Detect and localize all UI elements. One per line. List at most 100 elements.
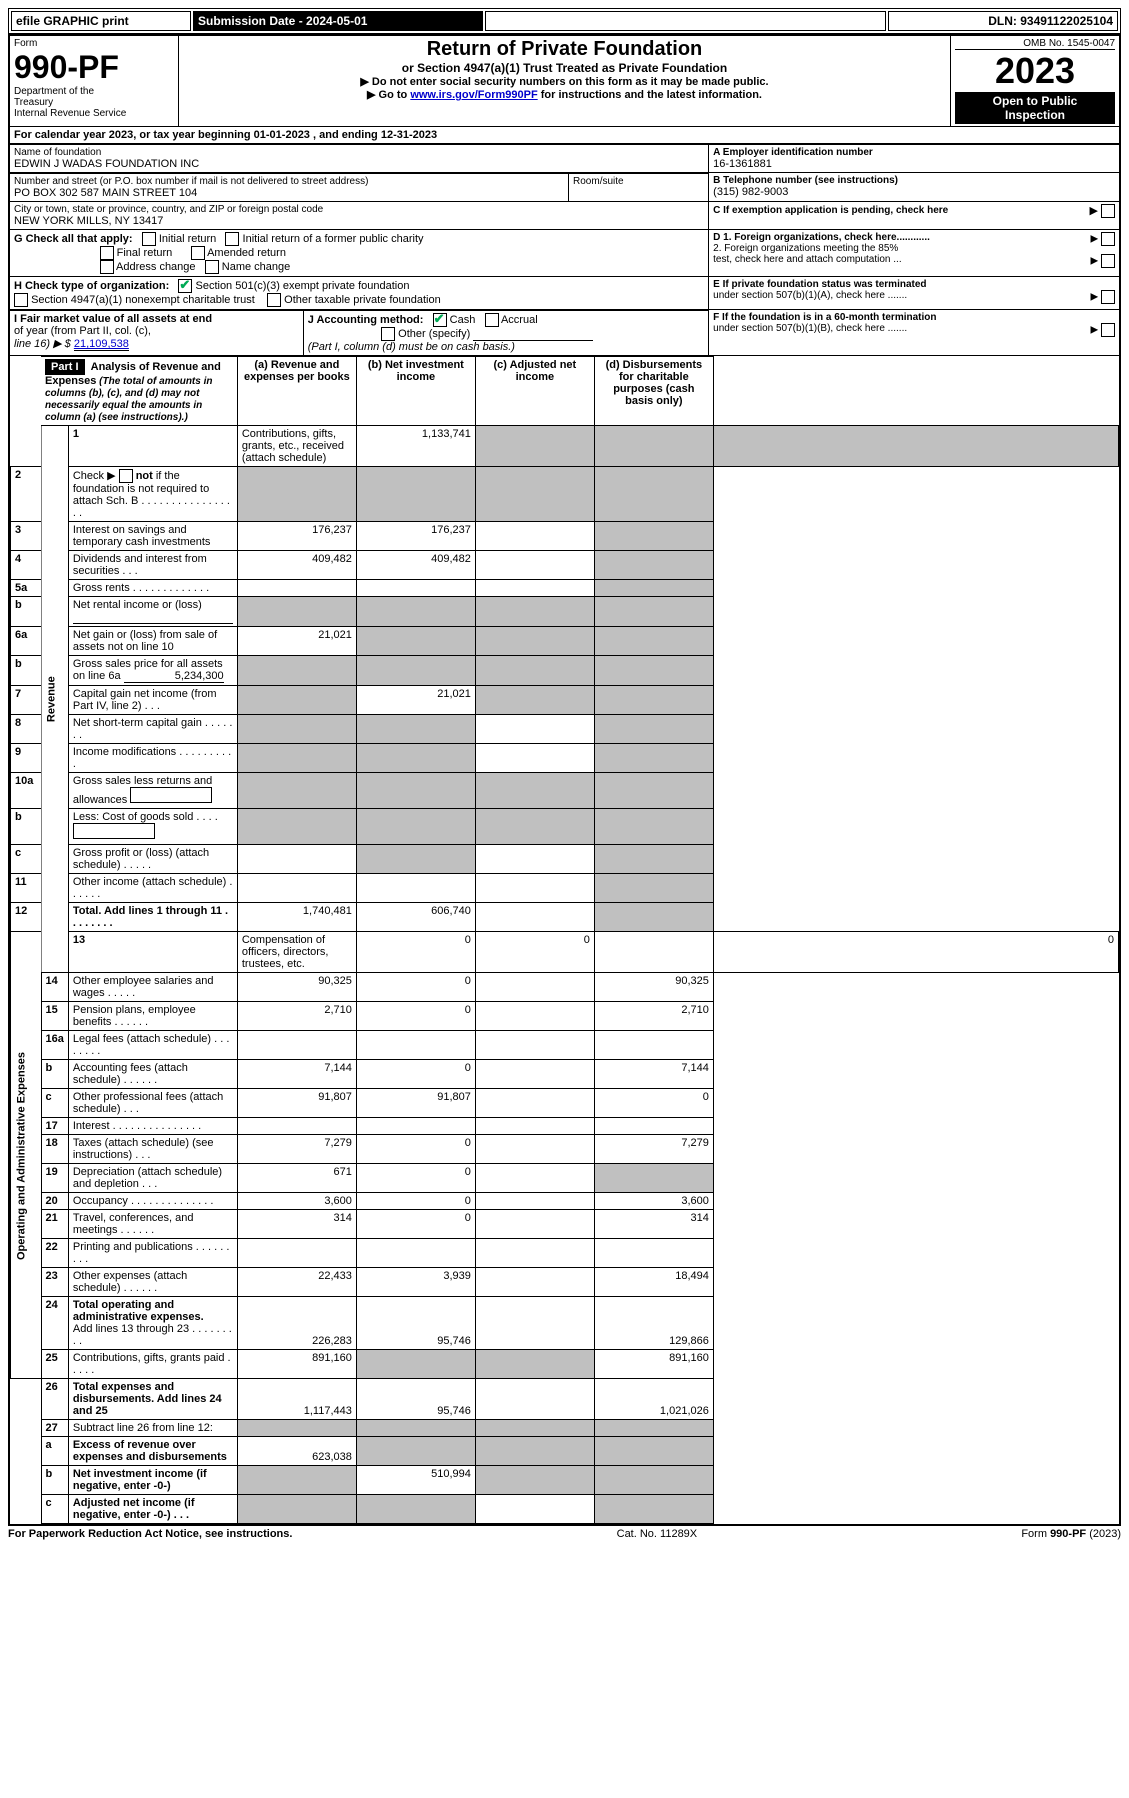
omb: OMB No. 1545-0047 <box>955 38 1115 50</box>
line-15: Pension plans, employee benefits . . . .… <box>68 1002 237 1031</box>
line-14: Other employee salaries and wages . . . … <box>68 973 237 1002</box>
line-5a: Gross rents . . . . . . . . . . . . . <box>68 580 237 597</box>
e-check[interactable] <box>1101 290 1115 304</box>
form-subtitle: or Section 4947(a)(1) Trust Treated as P… <box>183 61 946 75</box>
form-title: Return of Private Foundation <box>183 38 946 61</box>
line-10c: Gross profit or (loss) (attach schedule)… <box>68 845 237 874</box>
form-container: Form 990-PF Department of the Treasury I… <box>8 34 1121 1526</box>
i-l3: line 16) ▶ $ <box>14 338 74 350</box>
irs-link[interactable]: www.irs.gov/Form990PF <box>410 89 537 101</box>
d2a: 2. Foreign organizations meeting the 85% <box>713 243 898 254</box>
h-opt1[interactable] <box>178 279 192 293</box>
line-24: Total operating and administrative expen… <box>68 1297 237 1350</box>
d2-check[interactable] <box>1101 254 1115 268</box>
col-a: (a) Revenue and expenses per books <box>237 357 356 426</box>
line-9: Income modifications . . . . . . . . . . <box>68 744 237 773</box>
part-i-hdr: Part I <box>45 359 85 375</box>
line-27: Subtract line 26 from line 12: <box>68 1420 237 1437</box>
footer-right: Form 990-PF (2023) <box>1021 1528 1121 1540</box>
line-22: Printing and publications . . . . . . . … <box>68 1239 237 1268</box>
city: NEW YORK MILLS, NY 13417 <box>14 215 704 227</box>
line-5b: Net rental income or (loss) <box>68 597 237 627</box>
line-27a: Excess of revenue over expenses and disb… <box>68 1437 237 1466</box>
g-addr[interactable] <box>100 260 114 274</box>
address: PO BOX 302 587 MAIN STREET 104 <box>14 187 564 199</box>
line-18: Taxes (attach schedule) (see instruction… <box>68 1135 237 1164</box>
form-goto: ▶ Go to www.irs.gov/Form990PF for instru… <box>183 88 946 101</box>
phone: (315) 982-9003 <box>713 186 1115 198</box>
footer: For Paperwork Reduction Act Notice, see … <box>8 1526 1121 1540</box>
h-opt2[interactable] <box>14 293 28 307</box>
line-25: Contributions, gifts, grants paid . . . … <box>68 1350 237 1379</box>
col-b: (b) Net investment income <box>356 357 475 426</box>
g-name[interactable] <box>205 260 219 274</box>
i-val[interactable]: 21,109,538 <box>74 338 129 351</box>
top-bar: efile GRAPHIC print Submission Date - 20… <box>8 8 1121 34</box>
line-17: Interest . . . . . . . . . . . . . . . <box>68 1118 237 1135</box>
name-label: Name of foundation <box>14 147 704 158</box>
j-cash[interactable] <box>433 313 447 327</box>
line-10b: Less: Cost of goods sold . . . . <box>68 809 237 845</box>
line-10a: Gross sales less returns and allowances <box>68 773 237 809</box>
dln: DLN: 93491122025104 <box>988 14 1113 28</box>
g-label: G Check all that apply: <box>14 233 133 245</box>
dept2: Treasury <box>14 97 174 108</box>
addr-label: Number and street (or P.O. box number if… <box>14 176 564 187</box>
line2-check[interactable] <box>119 469 133 483</box>
line-7: Capital gain net income (from Part IV, l… <box>68 686 237 715</box>
expenses-label: Operating and Administrative Expenses <box>11 932 42 1379</box>
d1-check[interactable] <box>1101 232 1115 246</box>
e-l1: E If private foundation status was termi… <box>713 279 926 290</box>
room-label: Room/suite <box>573 176 704 187</box>
j-label: J Accounting method: <box>308 314 424 326</box>
dept3: Internal Revenue Service <box>14 108 174 119</box>
i-l1: I Fair market value of all assets at end <box>14 313 212 325</box>
line-27c: Adjusted net income (if negative, enter … <box>68 1495 237 1524</box>
line-19: Depreciation (attach schedule) and deple… <box>68 1164 237 1193</box>
g-initial-pub[interactable] <box>225 232 239 246</box>
tax-year: 2023 <box>955 50 1115 92</box>
phone-label: B Telephone number (see instructions) <box>713 175 1115 186</box>
form-warn: ▶ Do not enter social security numbers o… <box>183 75 946 88</box>
i-l2: of year (from Part II, col. (c), <box>14 325 151 337</box>
g-amended[interactable] <box>191 246 205 260</box>
e-l2: under section 507(b)(1)(A), check here .… <box>713 290 907 301</box>
line-23: Other expenses (attach schedule) . . . .… <box>68 1268 237 1297</box>
line-6a: Net gain or (loss) from sale of assets n… <box>68 627 237 656</box>
line-13: Compensation of officers, directors, tru… <box>237 932 356 973</box>
open-inspection: Open to PublicInspection <box>955 92 1115 124</box>
d1-label: D 1. Foreign organizations, check here..… <box>713 232 930 243</box>
city-label: City or town, state or province, country… <box>14 204 704 215</box>
g-final[interactable] <box>100 246 114 260</box>
line-26: Total expenses and disbursements. Add li… <box>68 1379 237 1420</box>
c-check[interactable] <box>1101 204 1115 218</box>
h-label: H Check type of organization: <box>14 280 169 292</box>
g-initial[interactable] <box>142 232 156 246</box>
col-d: (d) Disbursements for charitable purpose… <box>594 357 713 426</box>
f-check[interactable] <box>1101 323 1115 337</box>
footer-mid: Cat. No. 11289X <box>617 1528 698 1540</box>
j-accrual[interactable] <box>485 313 499 327</box>
part-i-table: Part I Analysis of Revenue and Expenses … <box>10 356 1119 1524</box>
line-3: Interest on savings and temporary cash i… <box>68 522 237 551</box>
dept1: Department of the <box>14 86 174 97</box>
f-l1: F If the foundation is in a 60-month ter… <box>713 312 936 323</box>
line-16a: Legal fees (attach schedule) . . . . . .… <box>68 1031 237 1060</box>
d2b: test, check here and attach computation … <box>713 254 901 265</box>
line-21: Travel, conferences, and meetings . . . … <box>68 1210 237 1239</box>
ein: 16-1361881 <box>713 158 1115 170</box>
line-11: Other income (attach schedule) . . . . .… <box>68 874 237 903</box>
line-8: Net short-term capital gain . . . . . . … <box>68 715 237 744</box>
foundation-name: EDWIN J WADAS FOUNDATION INC <box>14 158 704 170</box>
j-other[interactable] <box>381 327 395 341</box>
line-16c: Other professional fees (attach schedule… <box>68 1089 237 1118</box>
line-1: Contributions, gifts, grants, etc., rece… <box>237 426 356 467</box>
revenue-label: Revenue <box>41 426 68 973</box>
line-27b: Net investment income (if negative, ente… <box>68 1466 237 1495</box>
col-c: (c) Adjusted net income <box>475 357 594 426</box>
submission-date: Submission Date - 2024-05-01 <box>198 14 367 28</box>
c-label: C If exemption application is pending, c… <box>713 205 948 216</box>
ein-label: A Employer identification number <box>713 147 1115 158</box>
h-opt3[interactable] <box>267 293 281 307</box>
line-6b: Gross sales price for all assets on line… <box>68 656 237 686</box>
